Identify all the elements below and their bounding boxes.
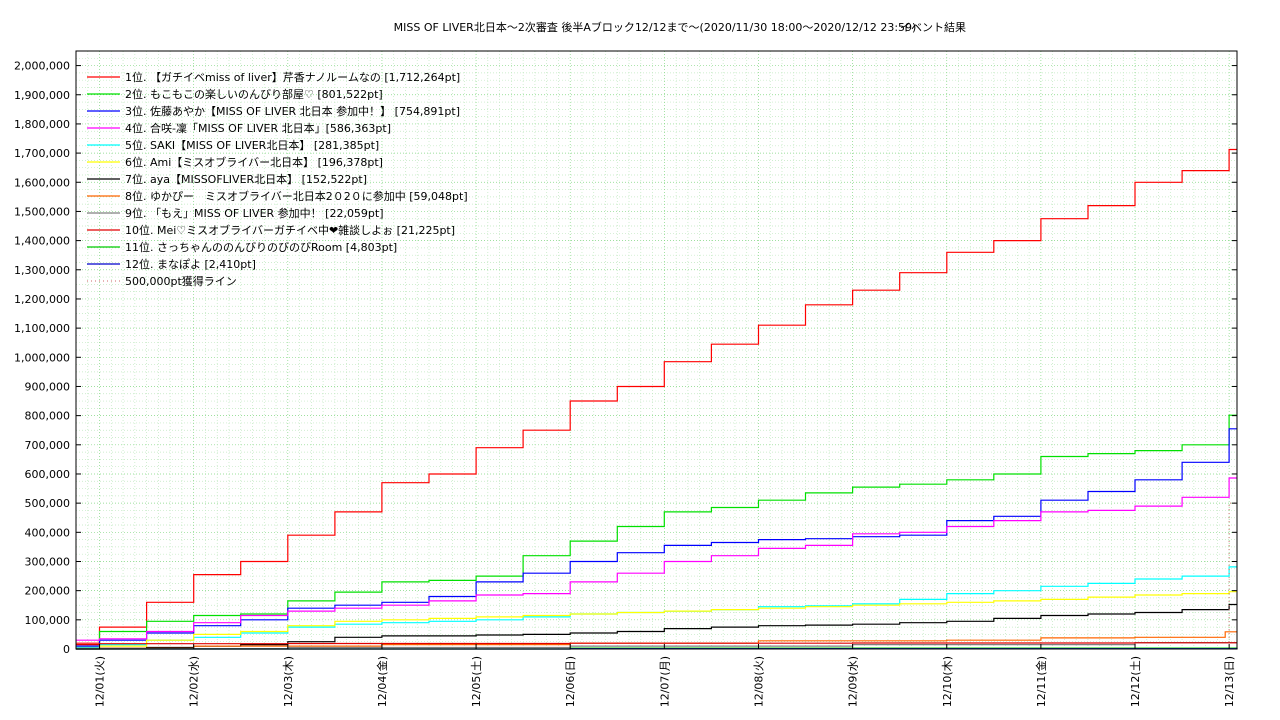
x-tick-label: 12/08(火) [752,656,765,707]
plot-frame [75,50,1238,650]
legend-label-4: 4位. 合咲-凜「MISS OF LIVER 北日本」[586,363pt] [125,121,391,135]
series-line-7 [76,603,1237,650]
series-line-6 [76,591,1237,650]
y-tick-label: 900,000 [25,380,71,393]
x-tick-label: 12/01(火) [94,656,107,707]
x-tick-label: 12/11(金) [1034,656,1048,707]
y-tick-label: 1,400,000 [14,235,70,248]
legend-label-6: 6位. Ami【ミスオブライバー北日本】 [196,378pt] [125,155,383,169]
series-line-1 [76,148,1237,644]
legend-label-12: 12位. まなぽよ [2,410pt] [125,257,256,271]
y-tick-label: 1,900,000 [14,89,70,102]
y-tick-label: 600,000 [25,468,71,481]
y-axis: 0 100,000 200,000 300,000 400,000 500,000 600,… [14,60,1237,656]
y-tick-label: 800,000 [25,410,71,423]
y-tick-label: 400,000 [25,526,71,539]
x-tick-label: 12/10(木) [941,656,954,707]
series-line-4 [76,477,1237,641]
legend-label-1: 1位. 【ガチイベmiss of liver】芹香ナノルームなの [1,712,… [125,70,460,84]
y-tick-label: 1,600,000 [14,176,70,189]
x-tick-label: 12/03(木) [282,656,295,707]
y-tick-label: 500,000 [25,497,71,510]
legend-label-13: 500,000pt獲得ライン [125,275,237,288]
series-line-3 [76,428,1237,647]
y-tick-label: 1,100,000 [14,322,70,335]
x-axis: 12/01(火) 12/02(水) 12/03(木) 12/04(金) 12/05(土)… [94,644,1236,707]
legend-label-11: 11位. さっちゃんののんびりのびのびRoom [4,803pt] [125,240,397,254]
chart-title: MISS OF LIVER北日本～2次審査 後半Aブロック12/12まで～(20… [394,20,917,34]
legend-label-2: 2位. もこもこの楽しいのんびり部屋♡ [801,522pt] [125,87,383,101]
y-tick-label: 700,000 [25,439,71,452]
y-tick-label: 1,000,000 [14,351,70,364]
series-line-10 [76,642,1237,646]
x-tick-label: 12/05(土) [470,656,483,707]
series-line-2 [76,414,1237,649]
y-tick-label: 1,700,000 [14,147,70,160]
y-tick-label: 100,000 [25,614,71,627]
x-tick-label: 12/07(月) [658,656,671,707]
legend-label-10: 10位. Mei♡ミスオブライバーガチイベ中❤雑談しよぉ [21,225pt] [125,223,455,237]
y-tick-label: 200,000 [25,585,71,598]
x-tick-label: 12/12(土) [1129,656,1142,707]
legend-label-5: 5位. SAKI【MISS OF LIVER北日本】 [281,385pt] [125,138,379,152]
y-tick-label: 300,000 [25,555,71,568]
legend-label-3: 3位. 佐藤あやか【MISS OF LIVER 北日本 参加中！】 [754,8… [125,104,460,118]
x-tick-label: 12/13(日) [1223,656,1236,707]
legend-label-9: 9位. 「もえ」MISS OF LIVER 参加中！ [22,059pt] [125,206,384,220]
x-tick-label: 12/02(水) [188,656,201,707]
y-tick-label: 1,300,000 [14,264,70,277]
y-tick-label: 1,500,000 [14,205,70,218]
y-tick-label: 1,200,000 [14,293,70,306]
chart-subtitle: イベント結果 [900,20,966,34]
x-tick-label: 12/04(金) [375,656,389,707]
x-tick-label: 12/09(水) [847,656,860,707]
x-tick-label: 12/06(日) [564,656,577,707]
legend: 1位. 【ガチイベmiss of liver】芹香ナノルームなの [1,712,… [87,70,468,288]
series-line-8 [76,631,1237,649]
y-tick-label: 0 [63,643,70,656]
legend-label-8: 8位. ゆかぴー ミスオブライバー北日本2０2０に参加中 [59,048pt] [125,189,468,203]
y-tick-label: 2,000,000 [14,60,70,73]
legend-label-7: 7位. aya【MISSOFLIVER北日本】 [152,522pt] [125,172,367,186]
series-line-5 [76,566,1237,649]
y-tick-label: 1,800,000 [14,118,70,131]
